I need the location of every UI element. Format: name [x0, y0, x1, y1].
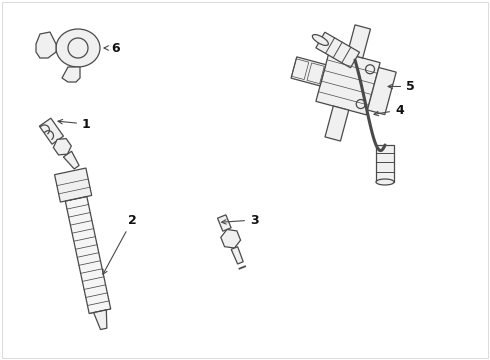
Ellipse shape — [56, 29, 100, 67]
Text: 4: 4 — [374, 104, 404, 117]
Text: 3: 3 — [221, 213, 259, 226]
Polygon shape — [39, 118, 64, 144]
Polygon shape — [63, 151, 79, 169]
Polygon shape — [54, 168, 92, 202]
Polygon shape — [94, 310, 107, 329]
Polygon shape — [368, 67, 396, 114]
Polygon shape — [316, 49, 380, 115]
Polygon shape — [316, 32, 360, 68]
Text: 2: 2 — [103, 213, 137, 274]
Ellipse shape — [312, 35, 328, 45]
Polygon shape — [65, 197, 111, 314]
Polygon shape — [347, 25, 370, 58]
Polygon shape — [325, 106, 349, 141]
Polygon shape — [376, 145, 394, 182]
Text: 5: 5 — [388, 80, 415, 93]
Polygon shape — [218, 215, 231, 231]
Polygon shape — [36, 32, 56, 58]
Polygon shape — [291, 57, 326, 86]
Polygon shape — [231, 247, 243, 264]
Ellipse shape — [376, 179, 394, 185]
Text: 1: 1 — [58, 117, 91, 131]
Text: 6: 6 — [104, 41, 120, 54]
Circle shape — [68, 38, 88, 58]
Polygon shape — [62, 67, 80, 82]
